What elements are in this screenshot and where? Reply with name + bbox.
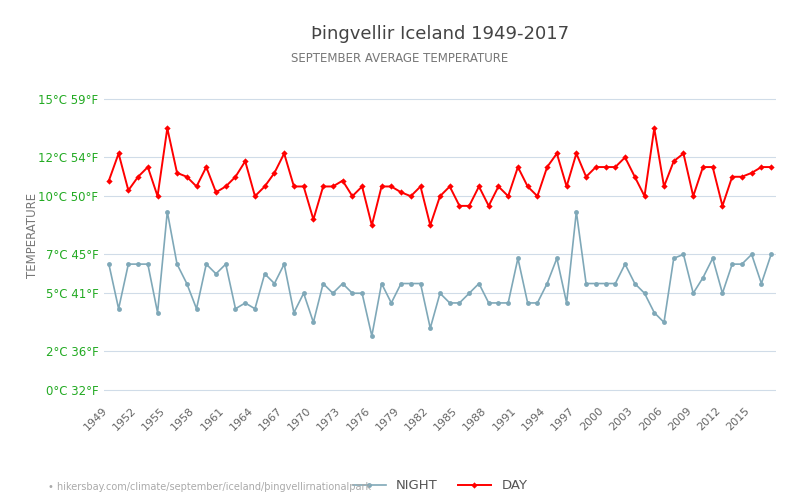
DAY bbox=[367, 222, 377, 228]
Y-axis label: TEMPERATURE: TEMPERATURE bbox=[26, 192, 39, 278]
NIGHT bbox=[766, 252, 776, 258]
DAY bbox=[221, 184, 230, 190]
Title: Þingvellir Iceland 1949-2017: Þingvellir Iceland 1949-2017 bbox=[311, 26, 569, 44]
NIGHT bbox=[630, 280, 639, 286]
NIGHT bbox=[153, 310, 162, 316]
DAY bbox=[104, 178, 114, 184]
Line: DAY: DAY bbox=[106, 126, 774, 228]
Text: • hikersbay.com/climate/september/iceland/þingvellirnationalpark: • hikersbay.com/climate/september/icelan… bbox=[48, 482, 371, 492]
NIGHT bbox=[757, 280, 766, 286]
DAY bbox=[630, 174, 639, 180]
DAY bbox=[153, 193, 162, 199]
NIGHT bbox=[162, 208, 172, 214]
DAY bbox=[757, 164, 766, 170]
NIGHT bbox=[221, 261, 230, 267]
Legend: NIGHT, DAY: NIGHT, DAY bbox=[353, 480, 527, 492]
DAY bbox=[241, 158, 250, 164]
NIGHT bbox=[241, 300, 250, 306]
NIGHT bbox=[367, 333, 377, 339]
DAY bbox=[162, 125, 172, 131]
DAY bbox=[503, 193, 513, 199]
DAY bbox=[766, 164, 776, 170]
NIGHT bbox=[503, 300, 513, 306]
NIGHT bbox=[104, 261, 114, 267]
Line: NIGHT: NIGHT bbox=[106, 210, 774, 338]
Text: SEPTEMBER AVERAGE TEMPERATURE: SEPTEMBER AVERAGE TEMPERATURE bbox=[291, 52, 509, 66]
